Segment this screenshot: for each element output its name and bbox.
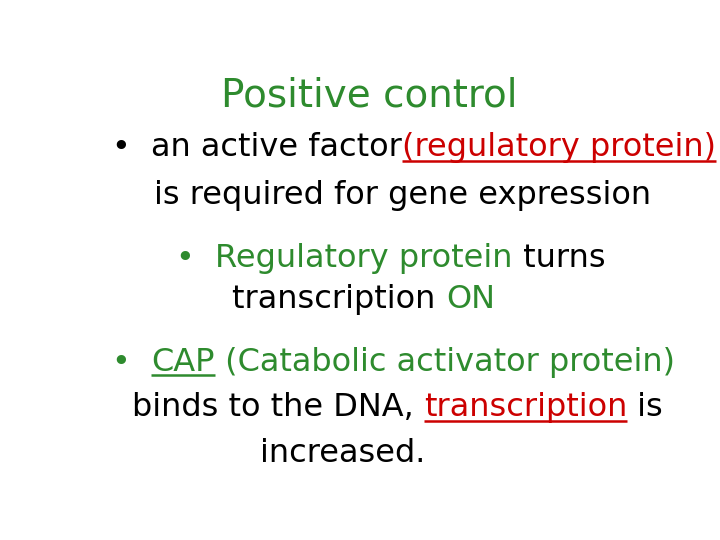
Text: •: • — [112, 347, 151, 377]
Text: •  an active factor: • an active factor — [112, 132, 402, 164]
Text: binds to the DNA,: binds to the DNA, — [132, 393, 424, 423]
Text: increased.: increased. — [260, 438, 426, 469]
Text: •: • — [176, 242, 215, 274]
Text: turns: turns — [513, 242, 606, 274]
Text: Regulatory protein: Regulatory protein — [215, 242, 513, 274]
Text: is: is — [627, 393, 663, 423]
Text: is required for gene expression: is required for gene expression — [154, 180, 652, 211]
Text: (Catabolic activator protein): (Catabolic activator protein) — [215, 347, 675, 377]
Text: transcription: transcription — [424, 393, 627, 423]
Text: CAP: CAP — [151, 347, 215, 377]
Text: Positive control: Positive control — [221, 77, 517, 115]
Text: (regulatory protein): (regulatory protein) — [402, 132, 716, 164]
Text: ON: ON — [446, 284, 495, 315]
Text: transcription: transcription — [233, 284, 446, 315]
